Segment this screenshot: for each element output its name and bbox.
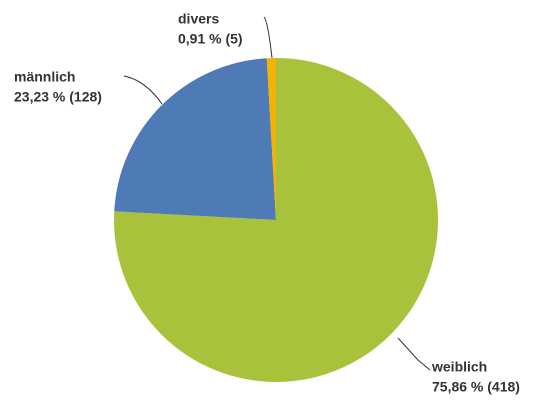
slice-name: männlich xyxy=(14,69,75,85)
leader-line xyxy=(397,337,431,371)
pie xyxy=(114,58,438,382)
labels: weiblich 75,86 % (418) männlich 23,23 % (12… xyxy=(14,11,520,395)
slice-value: 23,23 % (128) xyxy=(14,89,102,105)
slice-name: divers xyxy=(178,11,219,27)
pie-slice xyxy=(266,58,276,220)
leader-line xyxy=(263,16,273,59)
slice-value: 0,91 % (5) xyxy=(178,31,243,47)
slice-name: weiblich xyxy=(431,359,487,375)
pie-slice xyxy=(114,58,276,220)
leader-line xyxy=(123,75,163,105)
slice-value: 75,86 % (418) xyxy=(432,379,520,395)
